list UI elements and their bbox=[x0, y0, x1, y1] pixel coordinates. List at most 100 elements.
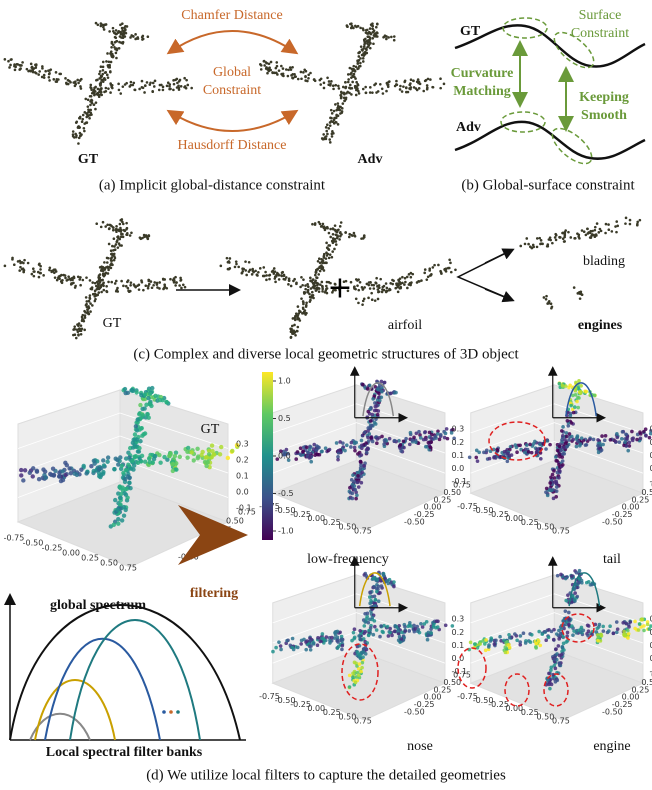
point bbox=[53, 268, 56, 271]
point bbox=[377, 599, 381, 603]
point bbox=[373, 625, 377, 629]
point bbox=[317, 282, 320, 285]
point bbox=[104, 225, 107, 228]
point bbox=[90, 95, 93, 98]
point bbox=[331, 112, 334, 115]
point bbox=[84, 98, 87, 101]
point bbox=[95, 101, 98, 104]
point bbox=[364, 86, 367, 89]
point bbox=[97, 276, 100, 279]
point bbox=[488, 457, 492, 461]
point bbox=[106, 74, 109, 77]
point bbox=[428, 267, 431, 270]
point bbox=[407, 629, 411, 633]
point bbox=[110, 281, 113, 284]
curve bbox=[455, 122, 645, 159]
point bbox=[387, 81, 390, 84]
point bbox=[55, 78, 58, 81]
point bbox=[305, 445, 309, 449]
point bbox=[335, 441, 339, 445]
point bbox=[625, 217, 628, 220]
point bbox=[162, 455, 166, 459]
point bbox=[302, 278, 305, 281]
point bbox=[621, 430, 625, 434]
point bbox=[332, 233, 335, 236]
point bbox=[73, 325, 76, 328]
point bbox=[94, 298, 97, 301]
point bbox=[392, 580, 396, 584]
point bbox=[365, 451, 369, 455]
point bbox=[424, 438, 428, 442]
point bbox=[399, 282, 402, 285]
point bbox=[537, 630, 541, 634]
point bbox=[278, 274, 281, 277]
point bbox=[519, 634, 523, 638]
point bbox=[278, 69, 281, 72]
point bbox=[307, 456, 311, 460]
point bbox=[298, 309, 301, 312]
dot bbox=[176, 710, 180, 714]
point bbox=[373, 405, 377, 409]
point bbox=[331, 250, 334, 253]
point bbox=[330, 109, 333, 112]
point bbox=[280, 65, 283, 68]
point bbox=[550, 489, 554, 493]
point bbox=[226, 456, 230, 460]
point bbox=[328, 232, 331, 235]
point bbox=[422, 90, 425, 93]
arrow bbox=[458, 250, 512, 300]
point bbox=[309, 280, 312, 283]
point bbox=[440, 271, 443, 274]
point bbox=[554, 236, 557, 239]
point bbox=[79, 134, 82, 137]
point bbox=[354, 497, 358, 501]
point bbox=[88, 300, 91, 303]
point bbox=[91, 281, 94, 284]
point bbox=[564, 441, 568, 445]
point bbox=[642, 629, 646, 633]
point bbox=[361, 303, 364, 306]
point bbox=[110, 50, 113, 53]
point bbox=[552, 638, 556, 642]
point bbox=[135, 417, 139, 421]
point bbox=[185, 87, 188, 90]
point bbox=[357, 52, 360, 55]
point bbox=[563, 438, 567, 442]
point bbox=[318, 640, 322, 644]
point bbox=[293, 332, 296, 335]
point bbox=[573, 599, 577, 603]
point bbox=[32, 267, 35, 270]
point bbox=[555, 234, 558, 237]
point bbox=[563, 240, 566, 243]
point bbox=[145, 234, 148, 237]
point bbox=[180, 85, 183, 88]
point bbox=[527, 243, 530, 246]
point bbox=[569, 404, 573, 408]
point bbox=[363, 431, 367, 435]
point bbox=[95, 222, 98, 225]
point bbox=[275, 275, 278, 278]
point bbox=[627, 632, 631, 636]
point bbox=[28, 471, 32, 475]
point bbox=[268, 278, 271, 281]
point bbox=[164, 285, 167, 288]
point bbox=[572, 629, 576, 633]
point bbox=[234, 266, 237, 269]
point bbox=[565, 435, 569, 439]
point bbox=[353, 449, 357, 453]
point bbox=[354, 235, 357, 238]
point bbox=[137, 456, 141, 460]
point bbox=[328, 257, 331, 260]
point bbox=[644, 434, 648, 438]
point bbox=[77, 142, 80, 145]
point bbox=[38, 276, 41, 279]
point bbox=[55, 71, 58, 74]
point bbox=[143, 431, 147, 435]
point bbox=[235, 263, 238, 266]
point bbox=[468, 455, 472, 459]
point bbox=[183, 77, 186, 80]
point bbox=[88, 296, 91, 299]
label: low-frequency bbox=[307, 552, 389, 567]
point bbox=[565, 431, 569, 435]
label: Chamfer Distance bbox=[181, 8, 282, 23]
